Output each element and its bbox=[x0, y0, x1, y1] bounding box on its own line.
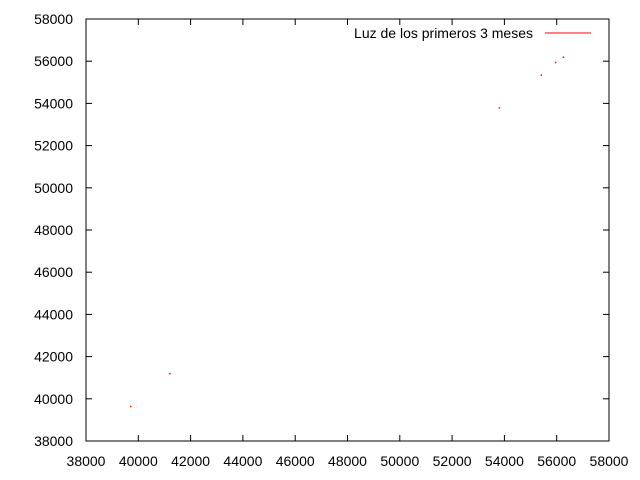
y-tick-label: 52000 bbox=[34, 138, 73, 154]
axes-layer bbox=[85, 18, 610, 442]
x-tick-label: 38000 bbox=[67, 453, 106, 469]
y-tick-label: 42000 bbox=[34, 349, 73, 365]
plot-frame bbox=[85, 18, 610, 442]
x-tick-label: 58000 bbox=[590, 453, 629, 469]
legend: Luz de los primeros 3 meses bbox=[354, 25, 591, 41]
y-tick-label: 46000 bbox=[34, 264, 73, 280]
data-point bbox=[129, 405, 132, 408]
data-point bbox=[498, 107, 501, 109]
data-point bbox=[540, 74, 543, 76]
x-tick-label: 44000 bbox=[223, 453, 262, 469]
x-tick-label: 42000 bbox=[171, 453, 210, 469]
y-tick-label: 38000 bbox=[34, 433, 73, 449]
x-tick-label: 50000 bbox=[380, 453, 419, 469]
y-tick-label: 50000 bbox=[34, 180, 73, 196]
data-point bbox=[169, 372, 171, 375]
x-tick-label: 54000 bbox=[485, 453, 524, 469]
y-tick-label: 40000 bbox=[34, 391, 73, 407]
legend-label: Luz de los primeros 3 meses bbox=[354, 25, 533, 41]
y-tick-label: 54000 bbox=[34, 95, 73, 111]
data-point bbox=[562, 56, 565, 58]
points-layer bbox=[129, 56, 565, 408]
y-tick-label: 58000 bbox=[34, 11, 73, 27]
x-tick-label: 48000 bbox=[328, 453, 367, 469]
x-tick-label: 52000 bbox=[433, 453, 472, 469]
y-tick-label: 56000 bbox=[34, 53, 73, 69]
ticks-layer: 38000 40000 42000 44000 46000 48000 50000 52000… bbox=[34, 11, 629, 469]
x-tick-label: 40000 bbox=[119, 453, 158, 469]
x-tick-label: 46000 bbox=[276, 453, 315, 469]
y-tick-label: 48000 bbox=[34, 222, 73, 238]
y-tick-label: 44000 bbox=[34, 306, 73, 322]
x-tick-label: 56000 bbox=[537, 453, 576, 469]
data-point bbox=[554, 61, 557, 64]
